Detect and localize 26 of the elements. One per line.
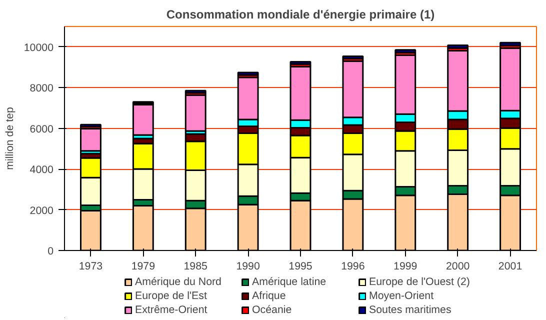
legend-label: Soutes maritimes — [369, 304, 452, 316]
y-tick-label: 8000 — [30, 82, 54, 95]
legend-label: Europe de l'Est — [135, 290, 208, 302]
y-tick-label: 6000 — [30, 123, 54, 136]
legend-label: Océanie — [252, 304, 293, 316]
y-tick-label: 0 — [48, 246, 54, 258]
legend-label: Europe de l'Ouest (2) — [369, 276, 470, 288]
y-axis-title: million de tep — [4, 107, 16, 170]
x-tick-label: 1979 — [131, 260, 156, 272]
y-tick-label: 2000 — [30, 204, 54, 217]
x-tick-label: 1999 — [394, 260, 418, 272]
x-tick-label: 1973 — [78, 260, 103, 272]
x-tick-label: 1990 — [236, 260, 260, 272]
legend-label: Amérique latine — [252, 276, 328, 288]
x-tick-label: 2001 — [498, 260, 522, 272]
x-tick-label: 1996 — [341, 260, 365, 272]
legend-label: Moyen-Orient — [369, 290, 435, 302]
x-tick-label: 1985 — [184, 260, 208, 272]
y-tick-label: 10000 — [24, 42, 54, 54]
chart-title: Consommation mondiale d'énergie primaire (1) — [166, 8, 435, 22]
x-tick-label: 1995 — [288, 260, 312, 272]
legend-label: Amérique du Nord — [135, 276, 222, 288]
x-tick-label: 2000 — [446, 260, 470, 272]
legend-label: Afrique — [252, 290, 287, 302]
y-tick-label: 4000 — [30, 164, 54, 176]
legend-label: Extrême-Orient — [135, 304, 208, 316]
